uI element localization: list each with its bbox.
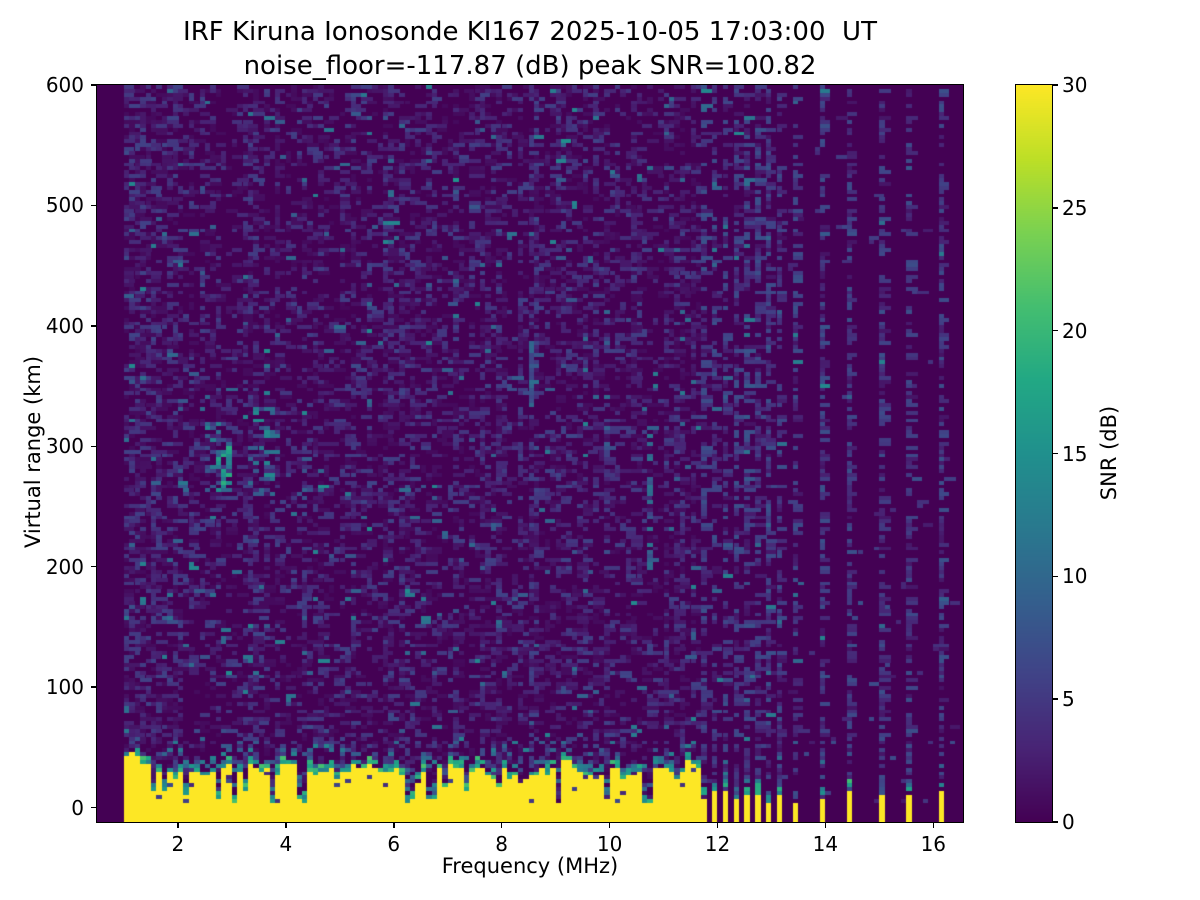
y-tick-mark	[90, 806, 96, 809]
y-tick-label: 100	[45, 675, 84, 700]
colorbar-tick-label: 0	[1062, 810, 1075, 834]
x-tick-label: 16	[920, 832, 947, 856]
colorbar-tick-label: 20	[1062, 318, 1088, 343]
x-tick-mark	[932, 823, 935, 828]
colorbar-tick-mark	[1053, 329, 1058, 332]
y-tick-label: 0	[71, 795, 84, 820]
x-tick-mark	[716, 823, 719, 828]
x-tick-label: 6	[387, 832, 401, 856]
y-tick-mark	[90, 204, 96, 207]
y-tick-label: 300	[45, 434, 84, 459]
colorbar-tick-mark	[1053, 207, 1058, 209]
colorbar-tick-mark	[1053, 452, 1058, 455]
x-tick-mark	[393, 823, 395, 828]
colorbar-tick-label: 10	[1062, 564, 1088, 589]
x-tick-mark	[285, 823, 287, 828]
figure-subtitle: noise_floor=-117.87 (dB) peak SNR=100.82	[243, 51, 817, 81]
x-tick-label: 14	[812, 832, 839, 856]
x-tick-mark	[500, 823, 503, 828]
y-tick-label: 400	[45, 313, 84, 338]
y-tick-label: 500	[45, 193, 84, 218]
x-tick-mark	[608, 823, 611, 828]
x-tick-label: 8	[495, 832, 509, 856]
x-axis-label: Frequency (MHz)	[441, 854, 619, 878]
y-tick-label: 200	[45, 554, 84, 579]
x-tick-mark	[824, 823, 827, 828]
y-tick-mark	[90, 686, 96, 688]
y-tick-mark	[90, 565, 96, 568]
x-tick-label: 4	[279, 832, 293, 856]
colorbar-tick-mark	[1053, 575, 1058, 578]
x-tick-label: 12	[704, 832, 731, 856]
colorbar-gradient-canvas	[1016, 85, 1052, 822]
colorbar-tick-label: 25	[1062, 195, 1088, 220]
colorbar-tick-label: 5	[1062, 687, 1075, 712]
y-tick-label: 600	[45, 73, 84, 97]
colorbar-tick-mark	[1053, 698, 1058, 700]
figure-title: IRF Kiruna Ionosonde KI167 2025-10-05 17…	[183, 17, 877, 47]
y-tick-mark	[90, 325, 96, 327]
ionogram-heatmap-canvas	[97, 85, 963, 822]
colorbar-tick-label: 30	[1062, 73, 1088, 97]
x-tick-label: 2	[171, 832, 185, 856]
y-tick-mark	[90, 445, 96, 448]
y-tick-mark	[90, 84, 96, 86]
colorbar-tick-mark	[1053, 821, 1058, 823]
x-tick-mark	[177, 823, 179, 828]
colorbar-tick-mark	[1053, 84, 1058, 86]
x-tick-label: 10	[596, 832, 623, 856]
colorbar-tick-label: 15	[1062, 441, 1088, 466]
